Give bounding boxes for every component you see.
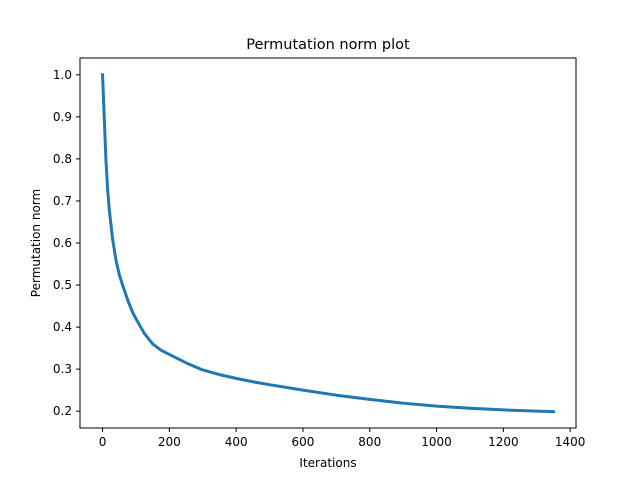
y-tick-label: 0.4 [53,320,72,334]
y-tick-label: 0.9 [53,110,72,124]
x-tick-label: 1200 [488,435,519,449]
y-axis-title: Permutation norm [29,189,43,297]
plot-frame [79,57,577,429]
y-tick-label: 0.5 [53,278,72,292]
y-tick-label: 0.8 [53,152,72,166]
y-axis: 0.2 0.3 0.4 0.5 0.6 0.7 0.8 0.9 1.0 [53,68,80,418]
chart-title: Permutation norm plot [246,37,410,53]
x-tick-label: 600 [291,435,314,449]
x-tick-label: 800 [358,435,381,449]
x-tick-label: 200 [158,435,181,449]
y-tick-label: 1.0 [53,68,72,82]
x-tick-label: 0 [99,435,107,449]
x-axis: 0 200 400 600 800 1000 1200 1400 [99,428,586,449]
x-axis-title: Iterations [299,456,356,470]
y-tick-label: 0.7 [53,194,72,208]
x-tick-label: 400 [225,435,248,449]
y-tick-label: 0.2 [53,404,72,418]
y-tick-label: 0.3 [53,362,72,376]
x-tick-label: 1000 [421,435,452,449]
y-tick-label: 0.6 [53,236,72,250]
x-tick-label: 1400 [555,435,586,449]
series-line-0 [100,73,555,414]
plot-marks [100,73,555,414]
